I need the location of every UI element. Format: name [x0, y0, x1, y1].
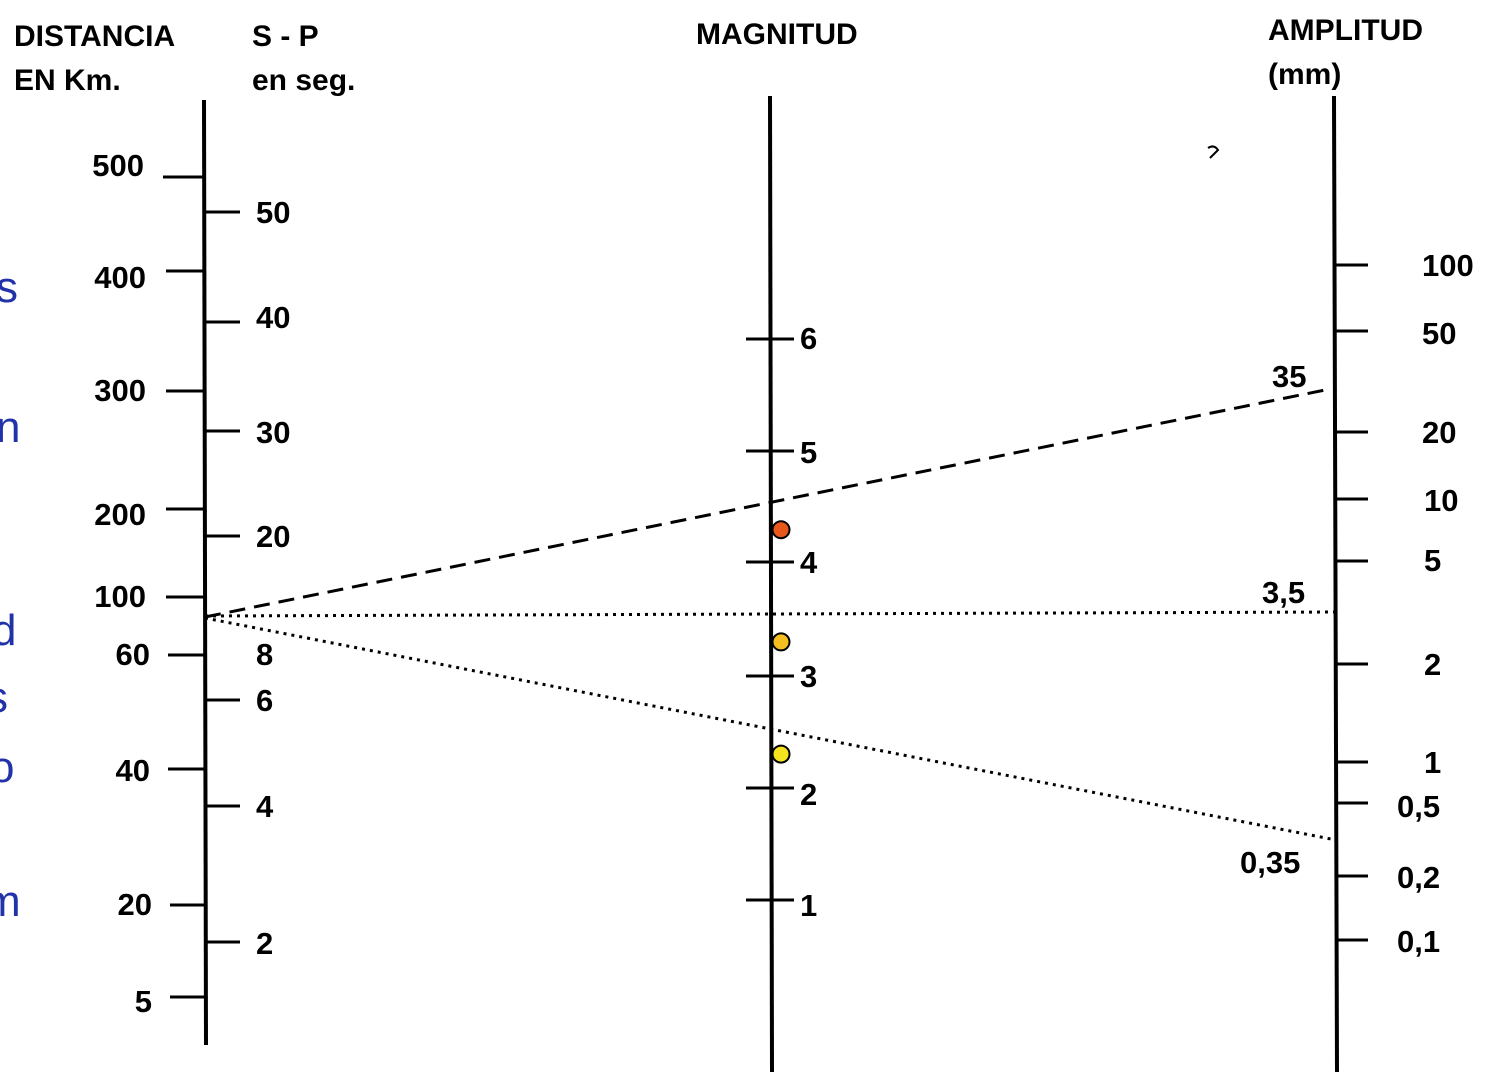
magnitude-axis-line: [768, 95, 774, 1072]
dashed-line-35: [204, 387, 1331, 619]
amplitude-label-20: 20: [1422, 415, 1456, 450]
side-text-fragment: d: [0, 606, 16, 655]
side-text-fragment: s: [0, 263, 18, 312]
amplitude-axis-line: [1332, 95, 1339, 1072]
distance-label-200: 200: [94, 497, 146, 532]
magnitude-marker-3: [771, 744, 791, 764]
side-text-fragment: m: [0, 877, 21, 926]
line-label-35: 35: [1272, 359, 1306, 394]
amplitude-label-50: 50: [1422, 316, 1456, 351]
magnitude-label-4: 4: [800, 545, 818, 580]
dotted-line-0-35: [204, 616, 1337, 842]
sp-label-50: 50: [256, 195, 290, 230]
magnitude-label-6: 6: [800, 321, 817, 356]
amplitude-label-5: 5: [1424, 543, 1441, 578]
sp-label-30: 30: [256, 415, 290, 450]
sp-scale: 50 40 30 20 8 6 4 2: [204, 195, 290, 961]
line-label-3-5: 3,5: [1262, 575, 1305, 610]
magnitude-label-1: 1: [800, 888, 817, 923]
amplitude-label-10: 10: [1424, 483, 1458, 518]
amplitude-header-line1: AMPLITUD: [1268, 14, 1423, 47]
distance-scale: 500 400 300 200 100 60 40 20 5: [92, 148, 205, 1019]
sp-label-4: 4: [256, 789, 274, 824]
side-text-fragments: s n d s o m: [0, 263, 21, 926]
amplitude-label-0-2: 0,2: [1397, 860, 1440, 895]
distance-label-500: 500: [92, 148, 144, 183]
magnitude-markers: [771, 520, 791, 764]
side-text-fragment: s: [0, 673, 8, 722]
magnitude-scale: 6 5 4 3 2 1: [746, 321, 818, 923]
distance-label-400: 400: [94, 260, 146, 295]
magnitude-label-5: 5: [800, 435, 817, 470]
sp-label-2: 2: [256, 926, 273, 961]
magnitude-header: MAGNITUD: [696, 18, 858, 51]
distance-label-300: 300: [94, 373, 146, 408]
distance-label-5: 5: [135, 984, 152, 1019]
distance-label-40: 40: [116, 753, 150, 788]
magnitude-label-2: 2: [800, 777, 817, 812]
distance-label-100: 100: [94, 579, 146, 614]
magnitude-marker-2: [771, 632, 791, 652]
sp-header-line2: en seg.: [252, 64, 355, 97]
amplitude-label-100: 100: [1422, 248, 1474, 283]
distance-header-line1: DISTANCIA: [14, 20, 175, 53]
amplitude-scale: 100 50 20 10 5 2 1 0,5 0,2 0,1: [1335, 248, 1474, 959]
amplitude-header-line2: (mm): [1268, 58, 1341, 91]
sp-label-6: 6: [256, 683, 273, 718]
distance-header: DISTANCIA EN Km.: [14, 20, 175, 97]
amplitude-label-1: 1: [1424, 745, 1441, 780]
sp-label-40: 40: [256, 300, 290, 335]
distance-label-60: 60: [116, 637, 150, 672]
magnitude-marker-1: [771, 520, 791, 540]
side-text-fragment: n: [0, 403, 20, 452]
distance-header-line2: EN Km.: [14, 64, 121, 97]
left-axis-line: [202, 99, 208, 1046]
amplitude-header: AMPLITUD (mm): [1268, 14, 1423, 91]
side-text-fragment: o: [0, 743, 14, 792]
distance-label-20: 20: [118, 887, 152, 922]
line-label-0-35: 0,35: [1240, 845, 1300, 880]
sp-header: S - P en seg.: [252, 20, 355, 97]
magnitude-label-3: 3: [800, 659, 817, 694]
amplitude-label-2: 2: [1424, 647, 1441, 682]
sp-header-line1: S - P: [252, 20, 319, 53]
stray-mark: [1207, 145, 1220, 159]
sp-label-20: 20: [256, 519, 290, 554]
amplitude-label-0-1: 0,1: [1397, 924, 1440, 959]
sp-label-8: 8: [256, 637, 273, 672]
amplitude-label-0-5: 0,5: [1397, 789, 1440, 824]
